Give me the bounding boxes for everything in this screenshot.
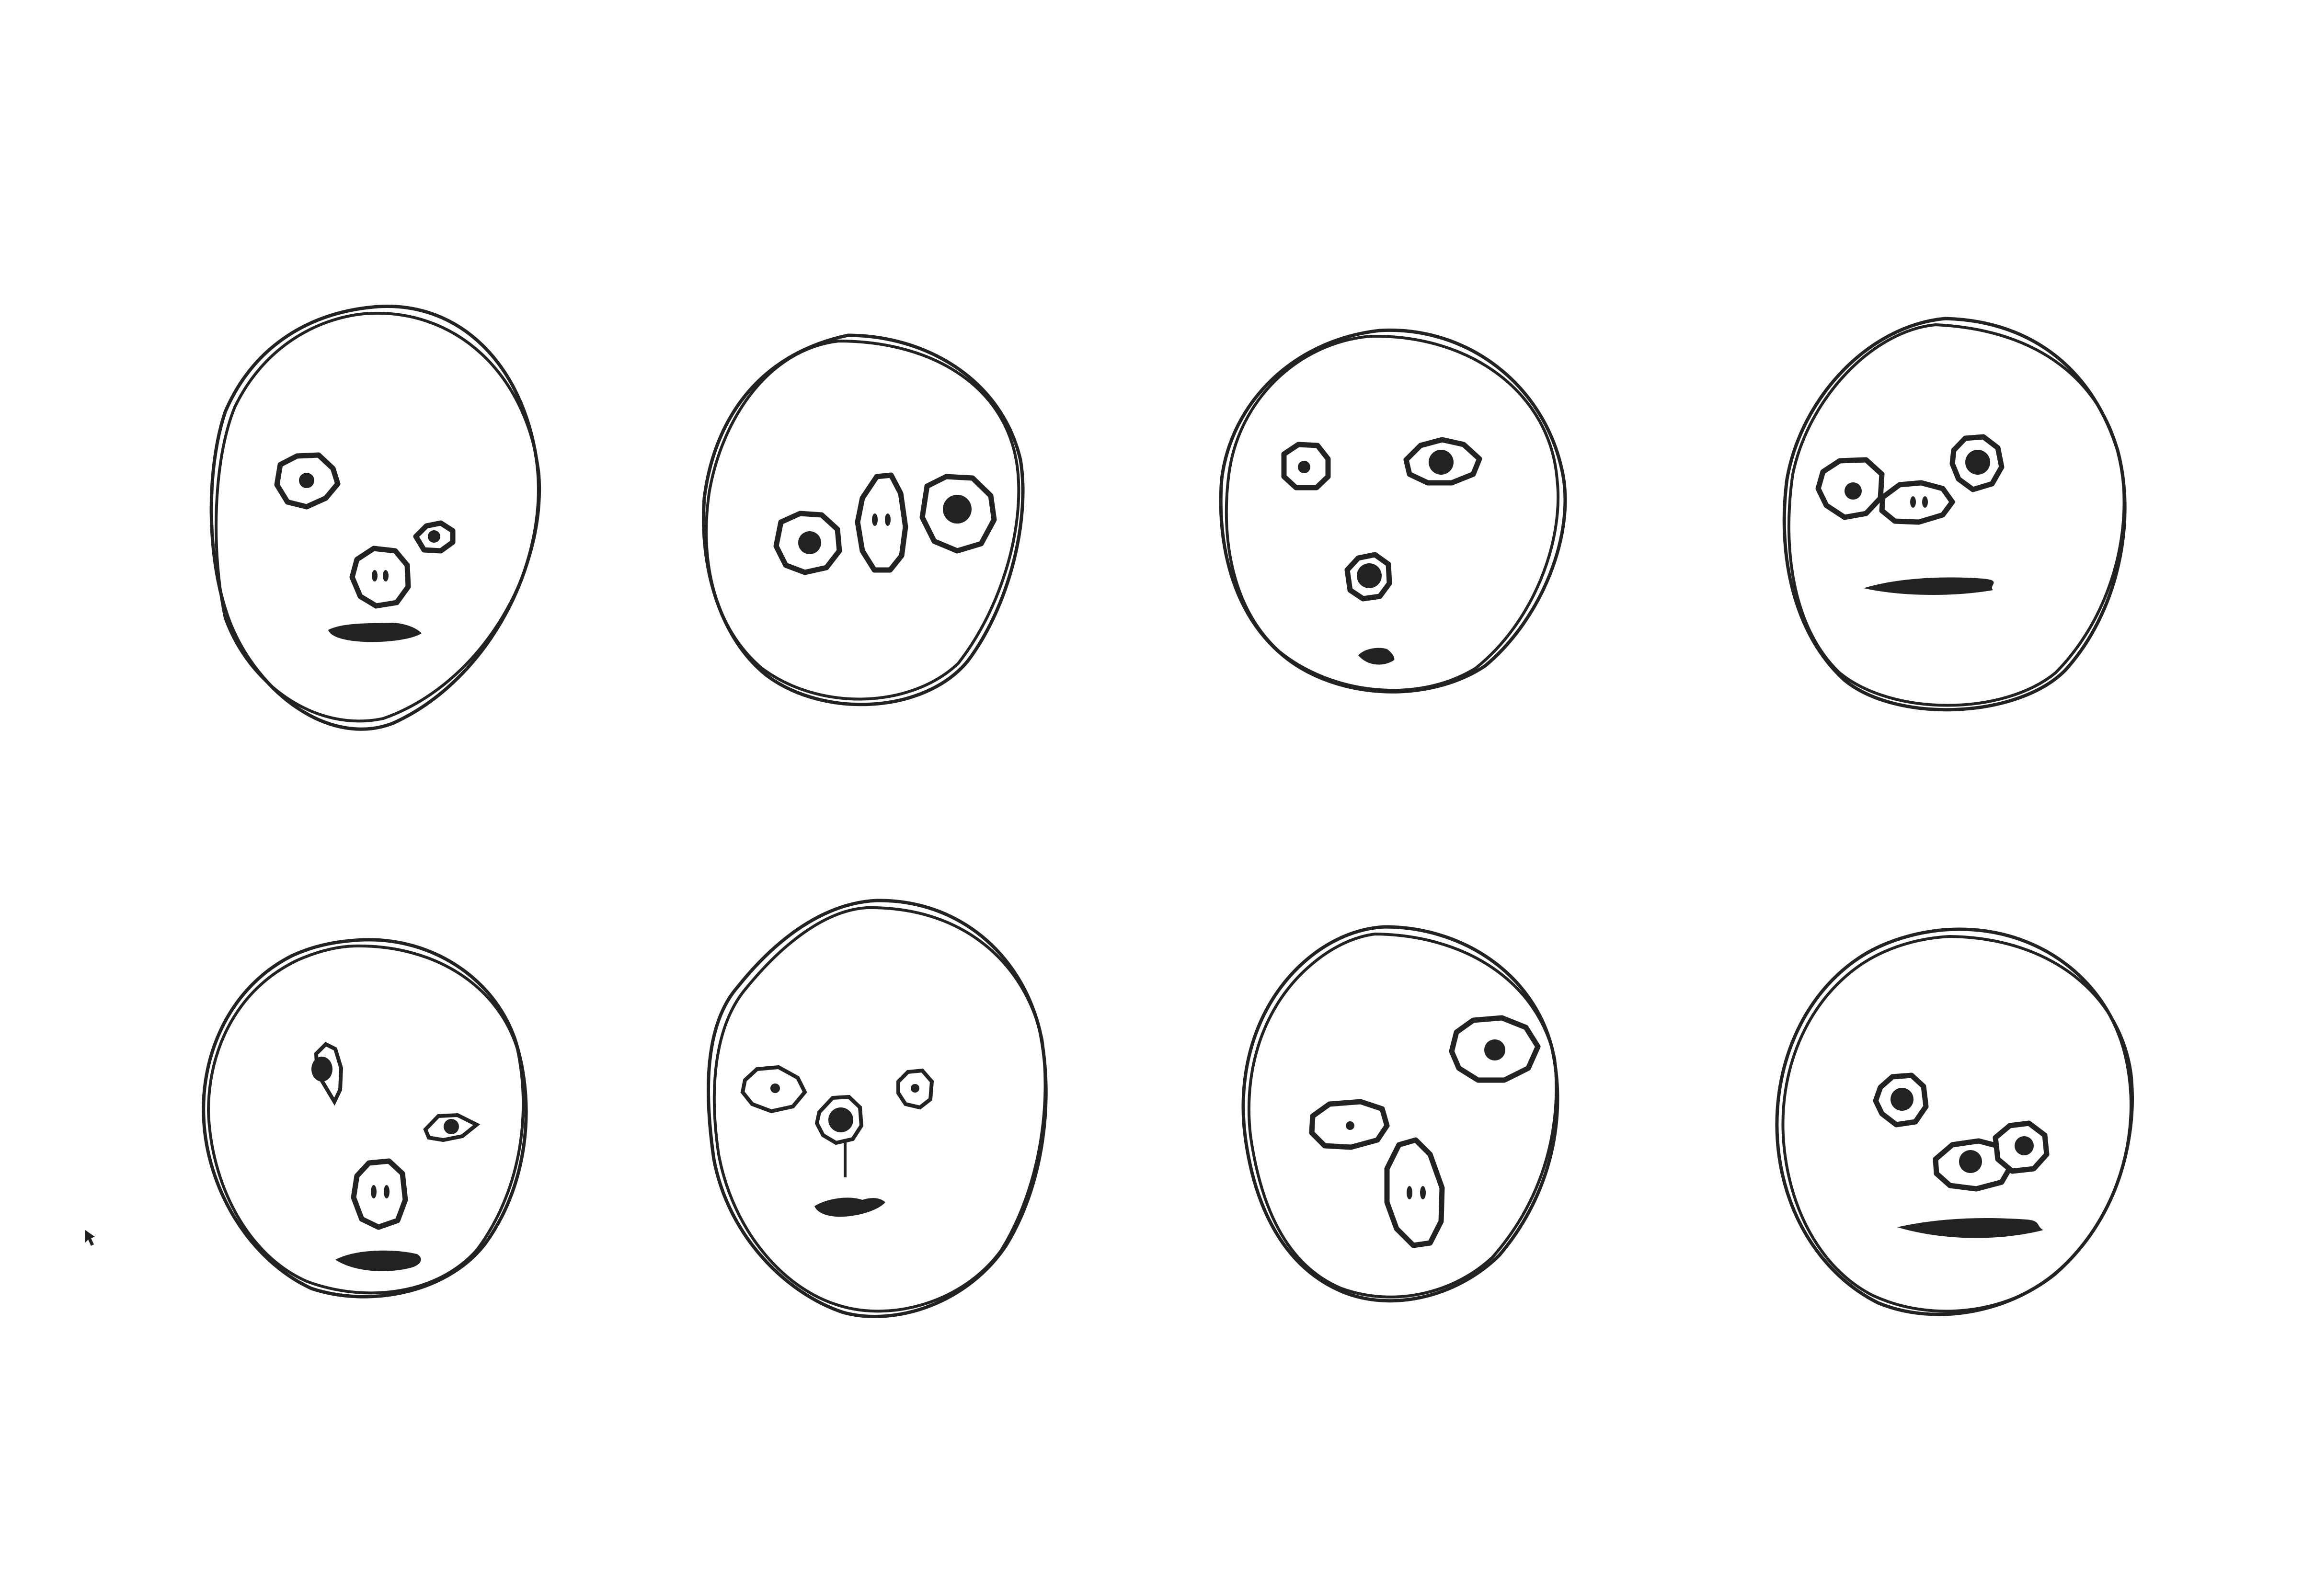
nose	[1879, 480, 1955, 525]
eye	[423, 1113, 481, 1142]
eye	[740, 1065, 807, 1114]
face-outline-retrace	[712, 906, 1047, 1313]
eye	[1309, 1099, 1390, 1150]
eye	[1873, 1072, 1929, 1128]
eye	[896, 1068, 934, 1110]
face-outline-retrace	[215, 311, 541, 723]
mouth	[1897, 1218, 2043, 1238]
face-outline	[1775, 927, 2133, 1316]
face-outline	[209, 304, 540, 731]
face-4	[1782, 317, 2127, 712]
face-outline-retrace	[1781, 935, 2134, 1313]
face-1	[209, 304, 541, 731]
nose	[814, 1094, 864, 1177]
face-outline-retrace	[207, 944, 525, 1295]
mouth	[1864, 577, 1994, 595]
eye	[1281, 442, 1331, 490]
eye	[274, 452, 341, 510]
face-8	[1775, 927, 2134, 1316]
eye	[413, 520, 456, 554]
eye	[773, 511, 842, 575]
eye	[1449, 1015, 1541, 1083]
face-outline-retrace	[705, 340, 1020, 701]
eye	[1815, 457, 1885, 520]
mouth	[1358, 648, 1395, 665]
eye	[311, 1042, 344, 1106]
nose	[855, 472, 908, 573]
eye	[1933, 1138, 2015, 1192]
face-7	[1241, 925, 1559, 1303]
mouse-pointer-icon	[85, 1230, 95, 1246]
face-outline-retrace	[1225, 334, 1560, 692]
face-outline-retrace	[1247, 933, 1558, 1299]
face-5	[202, 938, 528, 1299]
eye	[919, 474, 997, 554]
face-2	[702, 333, 1025, 707]
face-outline-retrace	[1787, 323, 2126, 707]
face-6	[706, 899, 1048, 1319]
eye	[1949, 434, 2005, 492]
eye	[1993, 1120, 2050, 1174]
face-outline	[1219, 328, 1567, 694]
mouth	[335, 1250, 421, 1271]
nose	[1344, 552, 1392, 602]
nose	[349, 546, 411, 609]
eye	[1403, 437, 1482, 486]
face-3	[1219, 328, 1567, 694]
mouth	[328, 623, 422, 642]
mouth	[814, 1197, 885, 1217]
nose	[351, 1158, 408, 1230]
nose	[1384, 1137, 1445, 1248]
